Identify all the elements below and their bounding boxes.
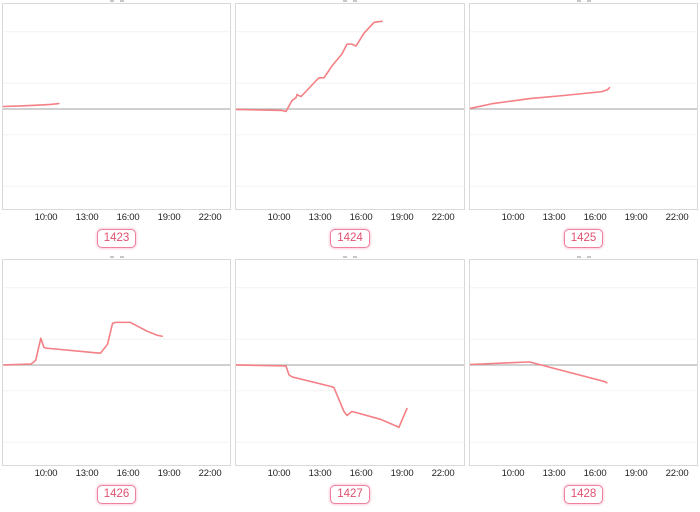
x-tick-label: 19:00 [157, 212, 181, 223]
series-line [3, 321, 163, 366]
x-tick-label: 10:00 [267, 212, 291, 223]
x-tick-label: 19:00 [390, 212, 414, 223]
series-line [470, 86, 611, 110]
chart-cell: 10:00 13:00 16:00 19:00 22:00 1424 [233, 0, 467, 256]
badge-row: 1424 [233, 228, 467, 248]
chart-cell: 10:00 13:00 16:00 19:00 22:00 1423 [0, 0, 233, 256]
x-tick-label: 16:00 [116, 212, 140, 223]
x-tick-label: 13:00 [308, 212, 332, 223]
sparkline-chart [236, 287, 464, 443]
series-line [470, 361, 608, 384]
sparkline-chart [470, 287, 697, 443]
series-line [3, 102, 60, 108]
x-tick-label: 13:00 [308, 468, 332, 479]
x-tick-label: 16:00 [116, 468, 140, 479]
chart-id-badge[interactable]: 1428 [563, 485, 604, 504]
x-tick-label: 13:00 [542, 468, 566, 479]
badge-row: 1423 [0, 228, 233, 248]
x-tick-label: 22:00 [198, 212, 222, 223]
x-tick-label: 22:00 [431, 212, 455, 223]
chart-id-badge[interactable]: 1426 [96, 485, 137, 504]
x-tick-label: 16:00 [349, 468, 373, 479]
chart-panel [2, 259, 231, 466]
clipped-title-remnant [233, 0, 467, 3]
x-axis-ticks: 10:00 13:00 16:00 19:00 22:00 [469, 210, 698, 224]
sparkline-chart [3, 287, 230, 443]
series-line [236, 20, 383, 113]
x-tick-label: 19:00 [624, 468, 648, 479]
chart-panel [235, 259, 465, 466]
chart-panel [235, 3, 465, 210]
x-tick-label: 22:00 [431, 468, 455, 479]
x-tick-label: 19:00 [390, 468, 414, 479]
chart-id-badge[interactable]: 1424 [330, 229, 370, 248]
chart-id-badge[interactable]: 1427 [330, 485, 370, 504]
x-axis-ticks: 10:00 13:00 16:00 19:00 22:00 [2, 210, 231, 224]
x-tick-label: 19:00 [157, 468, 181, 479]
chart-id-badge[interactable]: 1425 [563, 229, 604, 248]
chart-cell: 10:00 13:00 16:00 19:00 22:00 1425 [467, 0, 700, 256]
chart-panel [469, 3, 698, 210]
sparkline-chart [236, 20, 464, 187]
chart-panel [2, 3, 231, 210]
badge-row: 1427 [233, 484, 467, 504]
x-tick-label: 10:00 [267, 468, 291, 479]
badge-row: 1425 [467, 228, 700, 248]
x-tick-label: 10:00 [34, 468, 58, 479]
clipped-title-remnant [0, 256, 233, 259]
x-axis-ticks: 10:00 13:00 16:00 19:00 22:00 [469, 466, 698, 480]
sparkline-chart [3, 31, 230, 187]
x-tick-label: 10:00 [34, 212, 58, 223]
clipped-title-remnant [467, 0, 700, 3]
x-tick-label: 19:00 [624, 212, 648, 223]
badge-row: 1426 [0, 484, 233, 504]
series-line [236, 364, 408, 429]
chart-cell: 10:00 13:00 16:00 19:00 22:00 1428 [467, 256, 700, 512]
x-tick-label: 16:00 [583, 468, 607, 479]
chart-id-badge[interactable]: 1423 [96, 229, 137, 248]
x-tick-label: 16:00 [583, 212, 607, 223]
x-tick-label: 13:00 [75, 468, 99, 479]
x-tick-label: 22:00 [198, 468, 222, 479]
x-axis-ticks: 10:00 13:00 16:00 19:00 22:00 [2, 466, 231, 480]
x-axis-ticks: 10:00 13:00 16:00 19:00 22:00 [235, 210, 465, 224]
chart-cell: 10:00 13:00 16:00 19:00 22:00 1427 [233, 256, 467, 512]
clipped-title-remnant [467, 256, 700, 259]
badge-row: 1428 [467, 484, 700, 504]
x-tick-label: 16:00 [349, 212, 373, 223]
x-tick-label: 10:00 [501, 212, 525, 223]
chart-panel [469, 259, 698, 466]
chart-cell: 10:00 13:00 16:00 19:00 22:00 1426 [0, 256, 233, 512]
x-tick-label: 10:00 [501, 468, 525, 479]
x-axis-ticks: 10:00 13:00 16:00 19:00 22:00 [235, 466, 465, 480]
x-tick-label: 22:00 [665, 212, 689, 223]
clipped-title-remnant [0, 0, 233, 3]
x-tick-label: 22:00 [665, 468, 689, 479]
clipped-title-remnant [233, 256, 467, 259]
x-tick-label: 13:00 [542, 212, 566, 223]
sparkline-chart [470, 31, 697, 187]
x-tick-label: 13:00 [75, 212, 99, 223]
